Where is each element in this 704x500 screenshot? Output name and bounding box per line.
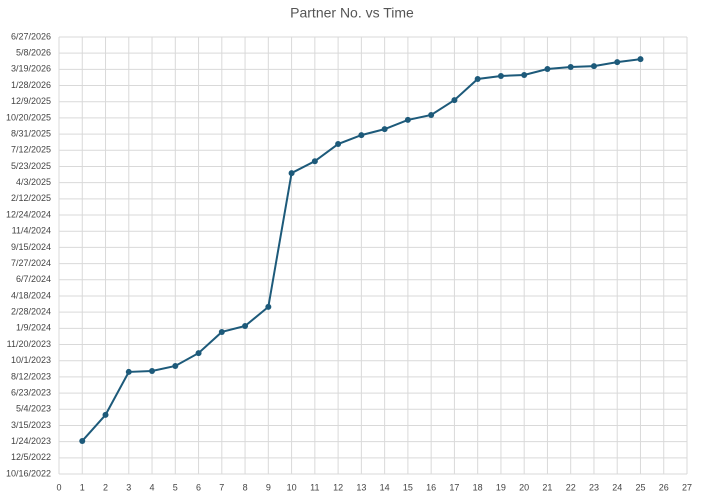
y-tick-label: 4/3/2025	[16, 177, 51, 187]
y-tick-label: 1/24/2023	[11, 436, 51, 446]
x-tick-label: 21	[542, 482, 552, 492]
x-tick-label: 17	[449, 482, 459, 492]
x-tick-label: 6	[196, 482, 201, 492]
data-point	[637, 56, 644, 63]
y-tick-label: 12/5/2022	[11, 452, 51, 462]
y-tick-label: 7/12/2025	[11, 145, 51, 155]
x-tick-label: 13	[356, 482, 366, 492]
data-point	[544, 66, 551, 73]
data-point	[102, 411, 109, 418]
x-tick-label: 10	[287, 482, 297, 492]
y-tick-label: 6/27/2026	[11, 31, 51, 41]
y-tick-label: 1/28/2026	[11, 80, 51, 90]
data-point	[614, 59, 621, 66]
x-tick-label: 27	[682, 482, 692, 492]
x-tick-label: 25	[635, 482, 645, 492]
x-tick-label: 18	[473, 482, 483, 492]
data-point	[497, 72, 504, 79]
x-tick-label: 15	[403, 482, 413, 492]
y-tick-label: 8/31/2025	[11, 128, 51, 138]
data-point	[149, 367, 156, 374]
data-point	[590, 63, 597, 70]
x-tick-label: 2	[103, 482, 108, 492]
y-tick-label: 7/27/2024	[11, 258, 51, 268]
y-tick-label: 11/20/2023	[7, 339, 51, 349]
data-point	[195, 350, 202, 357]
data-point	[218, 328, 225, 335]
data-point	[125, 368, 132, 375]
y-tick-label: 9/15/2024	[11, 242, 51, 252]
y-tick-label: 5/4/2023	[16, 404, 51, 414]
y-tick-label: 8/12/2023	[11, 371, 51, 381]
data-point	[172, 362, 179, 369]
y-tick-label: 10/1/2023	[11, 355, 51, 365]
x-tick-label: 8	[243, 482, 248, 492]
data-point	[242, 323, 249, 330]
data-point	[428, 111, 435, 118]
y-tick-label: 5/8/2026	[16, 48, 51, 58]
data-point	[521, 71, 528, 78]
y-tick-label: 1/9/2024	[16, 323, 51, 333]
y-tick-label: 5/23/2025	[11, 161, 51, 171]
data-point	[335, 141, 342, 148]
x-tick-label: 12	[333, 482, 343, 492]
y-tick-label: 2/12/2025	[11, 193, 51, 203]
data-point	[358, 132, 365, 139]
data-point	[474, 75, 481, 82]
x-tick-label: 9	[266, 482, 271, 492]
data-point	[79, 437, 86, 444]
y-tick-label: 10/16/2022	[6, 468, 51, 478]
x-tick-label: 22	[566, 482, 576, 492]
data-point	[567, 64, 574, 71]
data-point	[451, 97, 458, 104]
y-tick-label: 6/23/2023	[11, 387, 51, 397]
x-tick-label: 0	[56, 482, 61, 492]
x-tick-label: 24	[612, 482, 622, 492]
x-tick-label: 23	[589, 482, 599, 492]
y-tick-label: 6/7/2024	[16, 274, 51, 284]
x-tick-label: 19	[496, 482, 506, 492]
y-tick-label: 11/4/2024	[12, 226, 51, 236]
y-tick-label: 12/24/2024	[6, 209, 51, 219]
x-tick-label: 14	[380, 482, 390, 492]
data-point	[288, 170, 295, 177]
x-tick-label: 5	[173, 482, 178, 492]
y-tick-label: 3/19/2026	[11, 64, 51, 74]
data-point	[381, 126, 388, 133]
y-tick-label: 10/20/2025	[6, 112, 51, 122]
x-tick-label: 11	[310, 482, 319, 492]
x-tick-label: 7	[219, 482, 224, 492]
x-tick-label: 20	[519, 482, 529, 492]
data-point	[311, 158, 318, 165]
chart-title: Partner No. vs Time	[290, 5, 414, 21]
x-tick-label: 16	[426, 482, 436, 492]
x-tick-label: 3	[126, 482, 131, 492]
data-point	[404, 116, 411, 123]
y-tick-label: 12/9/2025	[11, 96, 51, 106]
y-tick-label: 3/15/2023	[11, 420, 51, 430]
x-tick-label: 1	[80, 482, 85, 492]
y-tick-label: 2/28/2024	[11, 307, 51, 317]
data-point	[265, 303, 272, 310]
x-tick-label: 4	[150, 482, 155, 492]
y-tick-label: 4/18/2024	[11, 290, 51, 300]
x-tick-label: 26	[659, 482, 669, 492]
